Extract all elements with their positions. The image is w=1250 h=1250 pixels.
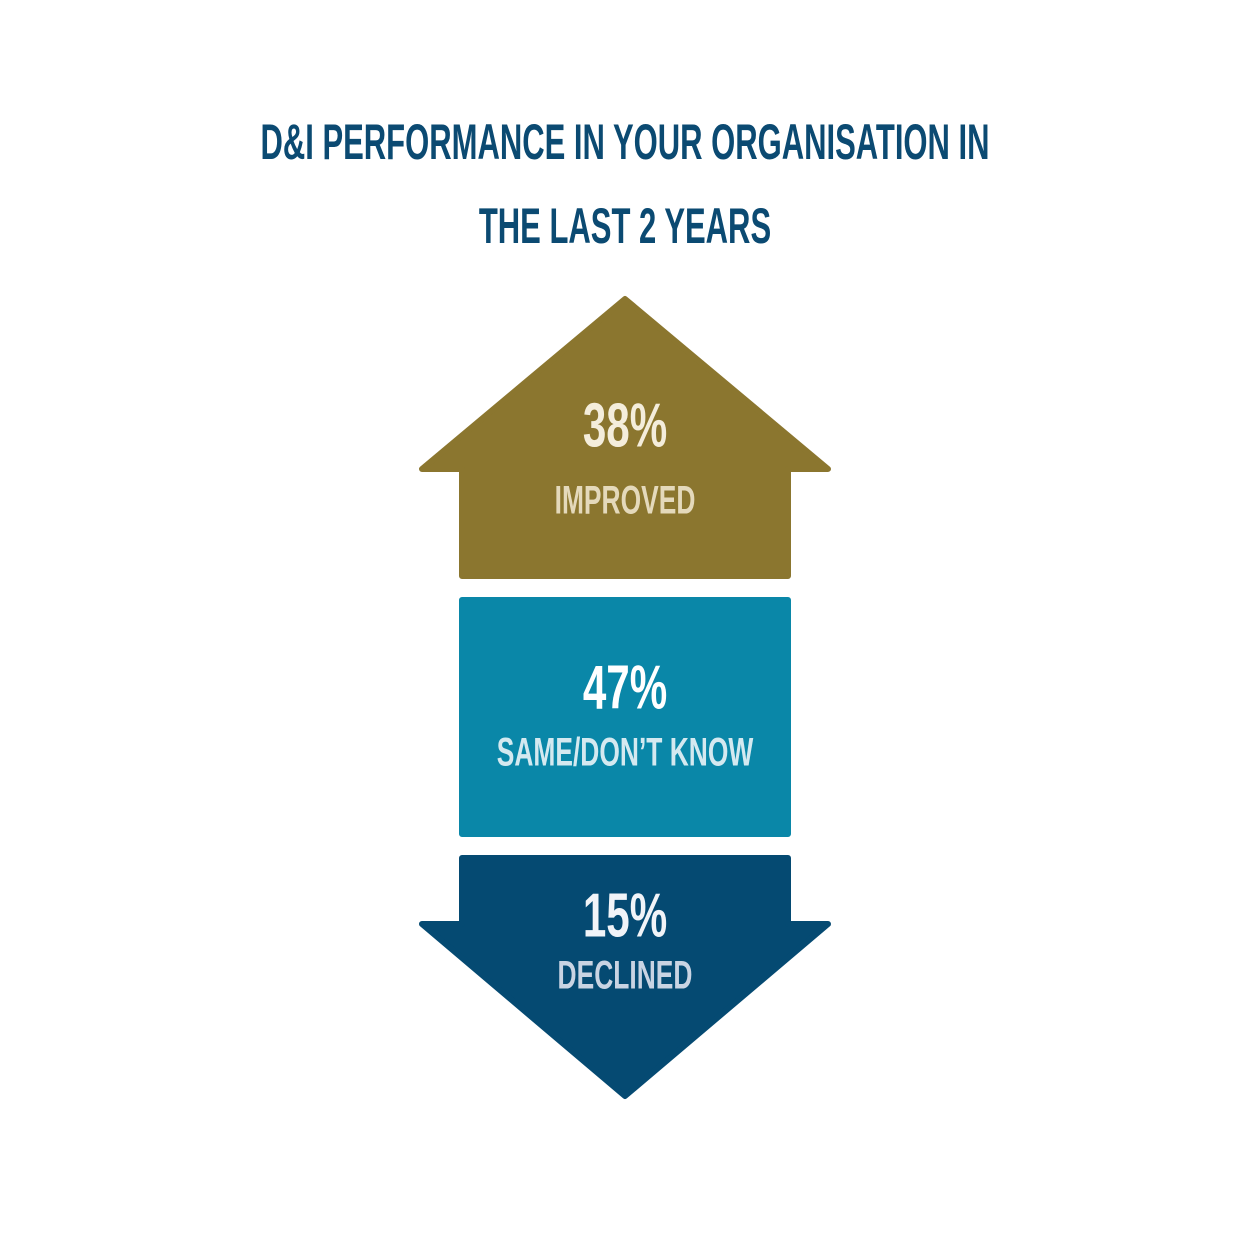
chart-title: D&I PERFORMANCE IN YOUR ORGANISATION IN … [260,114,990,254]
value-label: 38% [583,391,667,460]
segment-shape [459,597,791,837]
category-label: IMPROVED [555,478,696,523]
category-label: SAME/DON’T KNOW [497,730,754,775]
segment-shape [419,296,831,579]
segment-shape [419,855,831,1099]
value-label: 15% [583,881,667,950]
value-label: 47% [583,653,667,722]
category-label: DECLINED [558,953,693,998]
